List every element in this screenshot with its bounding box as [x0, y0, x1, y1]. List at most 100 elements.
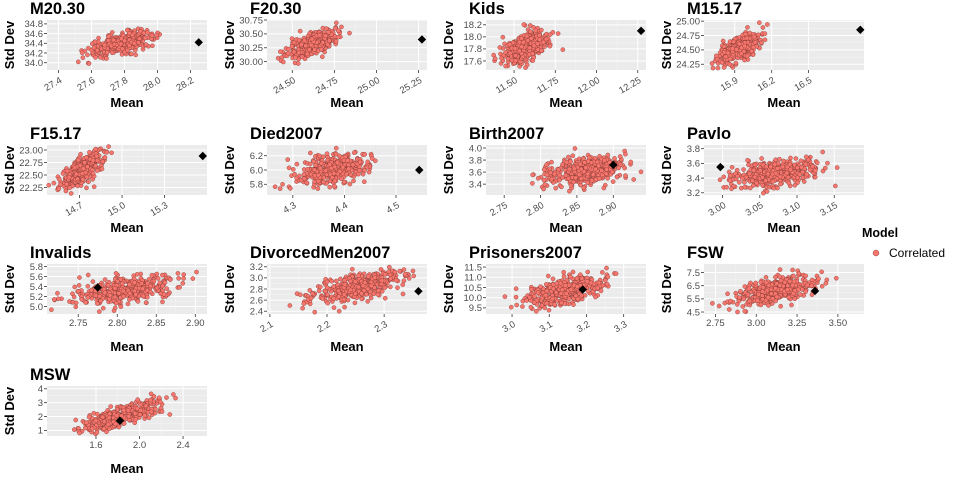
- scatter-point: [528, 29, 533, 34]
- x-axis-title: Mean: [330, 220, 363, 235]
- scatter-point: [309, 42, 314, 48]
- y-tick-label: 6.5: [687, 281, 700, 292]
- scatter-point: [312, 309, 318, 315]
- scatter-point: [85, 283, 91, 289]
- scatter-point: [98, 298, 104, 304]
- scatter-point: [531, 300, 537, 305]
- scatter-point: [406, 276, 412, 281]
- scatter-point: [585, 180, 590, 185]
- scatter-point: [541, 177, 547, 183]
- scatter-point: [371, 291, 377, 297]
- scatter-point: [376, 288, 381, 293]
- scatter-point: [329, 32, 334, 37]
- y-tick-label: 34.4: [25, 39, 44, 50]
- scatter-point: [85, 272, 91, 278]
- scatter-point: [499, 55, 504, 61]
- scatter-point: [503, 50, 508, 55]
- scatter-point: [359, 291, 364, 296]
- scatter-point: [73, 300, 79, 306]
- scatter-point: [294, 175, 299, 181]
- scatter-point: [154, 32, 159, 38]
- scatter-point: [175, 271, 181, 276]
- scatter-point: [104, 56, 109, 61]
- y-tick-label: 11.5: [464, 262, 482, 273]
- scatter-point: [92, 39, 98, 45]
- scatter-point: [342, 277, 347, 283]
- scatter-point: [744, 53, 750, 59]
- y-tick-label: 5.8: [30, 262, 43, 273]
- y-tick-label: 10.5: [464, 283, 483, 294]
- scatter-point: [334, 20, 339, 26]
- scatter-point: [332, 178, 338, 184]
- scatter-point: [133, 52, 138, 58]
- scatter-point: [84, 185, 89, 191]
- scatter-point: [90, 171, 96, 176]
- scatter-point: [360, 283, 366, 289]
- scatter-point: [745, 25, 750, 30]
- scatter-point: [728, 173, 733, 178]
- scatter-point: [97, 293, 103, 299]
- y-tick-label: 3.6: [469, 167, 482, 178]
- scatter-point: [803, 154, 809, 160]
- scatter-points: [46, 144, 114, 196]
- scatter-point: [537, 37, 542, 42]
- scatter-point: [754, 180, 759, 186]
- scatter-point: [345, 158, 350, 163]
- scatter-point: [342, 304, 347, 310]
- y-tick-label: 5.5: [687, 294, 700, 305]
- x-tick-label: 2.90: [597, 200, 619, 219]
- scatter-point: [512, 46, 518, 51]
- scatter-point: [317, 32, 323, 38]
- scatter-point: [579, 293, 585, 298]
- x-tick-label: 2.80: [108, 318, 127, 329]
- scatter-point: [581, 156, 586, 161]
- scatter-point: [310, 291, 315, 296]
- scatter-point: [336, 294, 342, 299]
- scatter-point: [517, 48, 522, 54]
- scatter-point: [348, 278, 353, 284]
- scatter-point: [638, 169, 644, 175]
- x-tick-label: 4.5: [385, 200, 402, 216]
- scatter-point: [302, 38, 307, 43]
- scatter-point: [90, 279, 96, 284]
- scatter-point: [145, 280, 150, 286]
- scatter-point: [599, 172, 605, 178]
- scatter-point: [716, 303, 722, 309]
- scatter-point: [733, 60, 739, 66]
- scatter-point: [333, 39, 339, 44]
- panel-title: DivorcedMen2007: [250, 244, 390, 262]
- panel-title: F15.17: [30, 125, 81, 143]
- scatter-point: [740, 176, 745, 181]
- scatter-point: [106, 34, 112, 39]
- scatter-point: [605, 274, 611, 280]
- scatter-point: [97, 309, 102, 314]
- scatter-point: [762, 37, 768, 43]
- scatter-point: [112, 294, 118, 300]
- x-axis-title: Mean: [330, 339, 363, 354]
- scatter-point: [299, 42, 304, 47]
- scatter-point: [118, 304, 124, 309]
- scatter-point: [315, 178, 321, 184]
- x-tick-label: 11.75: [535, 75, 560, 96]
- scatter-point: [578, 176, 584, 182]
- scatter-point: [575, 296, 581, 302]
- scatter-point: [139, 281, 144, 286]
- scatter-point: [521, 22, 527, 27]
- y-axis-title: Std Dev: [659, 145, 674, 194]
- scatter-point: [834, 165, 840, 170]
- scatter-point: [744, 35, 750, 41]
- scatter-point: [758, 168, 763, 173]
- y-axis-title: Std Dev: [2, 20, 17, 69]
- panel-title: Invalids: [30, 244, 91, 262]
- scatter-point: [746, 162, 751, 168]
- x-tick-label: 4.4: [333, 200, 350, 216]
- y-tick-label: 5.6: [30, 272, 43, 283]
- scatter-point: [410, 268, 416, 274]
- scatter-point: [288, 186, 293, 191]
- x-tick-label: 3.00: [707, 200, 729, 219]
- scatter-point: [327, 184, 333, 190]
- scatter-point: [93, 163, 98, 169]
- y-tick-label: 6.2: [250, 151, 263, 162]
